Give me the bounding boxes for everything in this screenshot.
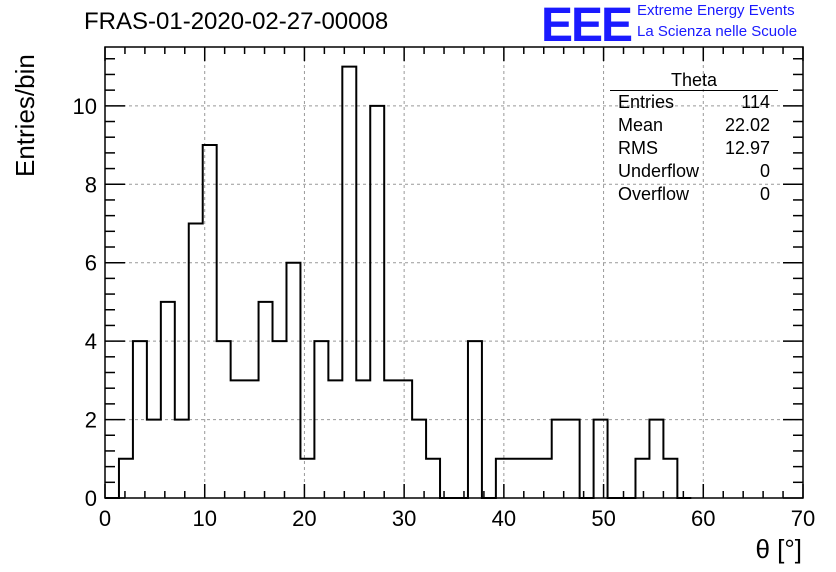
- logo-line2: La Scienza nelle Scuole: [637, 23, 798, 40]
- x-tick-label: 60: [691, 506, 715, 531]
- histogram-bin: [189, 223, 203, 498]
- stats-row-underflow: Underflow 0: [610, 160, 778, 183]
- histogram-bin: [635, 459, 649, 498]
- stats-row-entries: Entries 114: [610, 91, 778, 114]
- tick-labels: 0 10 20 30 40 50 60 70 0 2 4 6 8 10: [73, 94, 816, 531]
- y-tick-label: 4: [85, 329, 97, 354]
- histogram-bin: [328, 380, 342, 498]
- stats-row-overflow: Overflow 0: [610, 183, 778, 206]
- stats-label: Entries: [618, 92, 675, 112]
- y-tick-label: 10: [73, 94, 97, 119]
- histogram-bin: [370, 106, 384, 498]
- stats-value: 0: [759, 161, 770, 181]
- y-axis-label: Entries/bin: [10, 54, 40, 177]
- stats-label: Overflow: [618, 184, 690, 204]
- histogram-bin: [566, 420, 580, 498]
- x-tick-label: 10: [192, 506, 216, 531]
- axis-ticks: [104, 47, 804, 499]
- stats-label: Mean: [618, 115, 664, 135]
- histogram-line: [105, 65, 692, 499]
- stats-label: Underflow: [618, 161, 700, 181]
- stats-row-mean: Mean 22.02: [610, 114, 778, 137]
- histogram-bin: [245, 380, 259, 498]
- x-tick-label: 30: [392, 506, 416, 531]
- histogram-bin: [398, 380, 412, 498]
- stats-label: RMS: [618, 138, 658, 158]
- y-tick-label: 2: [85, 408, 97, 433]
- histogram-bin: [538, 459, 552, 498]
- histogram-bin: [231, 380, 245, 498]
- histogram-bin: [384, 380, 398, 498]
- x-tick-label: 40: [492, 506, 516, 531]
- x-tick-label: 70: [791, 506, 815, 531]
- histogram-bin: [161, 302, 175, 498]
- histogram-bin: [356, 380, 370, 498]
- stats-box: Theta Entries 114 Mean 22.02 RMS 12.97 U…: [610, 70, 778, 206]
- stats-title: Theta: [610, 70, 778, 91]
- plot-frame: [104, 46, 804, 499]
- histogram-bin: [300, 459, 314, 498]
- histogram-bin: [426, 459, 440, 498]
- stats-value: 114: [741, 92, 770, 112]
- x-tick-label: 50: [591, 506, 615, 531]
- histogram-bin: [259, 302, 273, 498]
- x-axis-label: θ [°]: [755, 534, 802, 564]
- eee-logo: EEE: [541, 0, 633, 52]
- histogram-bin: [175, 420, 189, 498]
- histogram-bin: [286, 263, 300, 498]
- histogram-bin: [649, 420, 663, 498]
- histogram-bin: [552, 420, 566, 498]
- logo-line1: Extreme Energy Events: [637, 2, 795, 19]
- stats-value: 12.97: [724, 138, 770, 158]
- y-tick-label: 0: [85, 486, 97, 511]
- y-tick-label: 6: [85, 251, 97, 276]
- y-tick-label: 8: [85, 172, 97, 197]
- x-tick-label: 0: [99, 506, 111, 531]
- histogram-bin: [412, 420, 426, 498]
- stats-value: 22.02: [724, 115, 770, 135]
- histogram-bin: [663, 459, 677, 498]
- histogram-bin: [510, 459, 524, 498]
- stats-value: 0: [759, 184, 770, 204]
- histogram-bin: [217, 341, 231, 498]
- chart-title: FRAS-01-2020-02-27-00008: [84, 8, 389, 35]
- stats-row-rms: RMS 12.97: [610, 137, 778, 160]
- histogram-bin: [147, 420, 161, 498]
- histogram-bin: [524, 459, 538, 498]
- histogram-bin: [119, 459, 133, 498]
- histogram-bin: [342, 67, 356, 498]
- x-tick-label: 20: [292, 506, 316, 531]
- histogram-bin: [496, 459, 510, 498]
- histogram-bin: [594, 420, 608, 498]
